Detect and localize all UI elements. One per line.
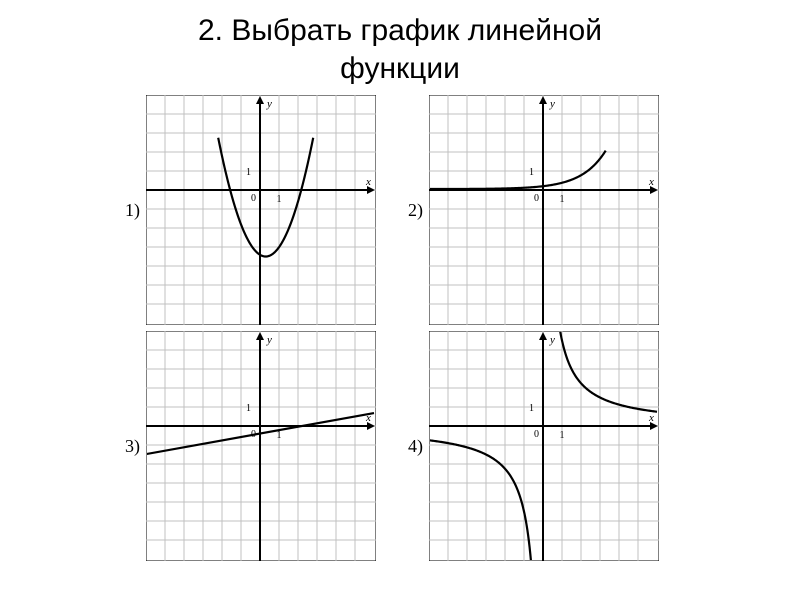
svg-text:0: 0 [534, 429, 539, 440]
title-line-1: 2. Выбрать график линейной [198, 14, 602, 47]
svg-text:y: y [549, 98, 555, 110]
panel-2-svg: 1 0 1 y x [429, 95, 659, 325]
panel-1-label: 1) [120, 200, 140, 221]
svg-text:y: y [549, 334, 555, 346]
question-title: 2. Выбрать график линейной функции [0, 12, 800, 87]
panel-1-cell: 1) 1 0 1 y x [120, 95, 397, 325]
svg-text:1: 1 [277, 194, 282, 205]
panel-4-label: 4) [403, 436, 423, 457]
title-line-2: функции [340, 52, 460, 85]
panel-3-label: 3) [120, 436, 140, 457]
svg-text:1: 1 [560, 430, 565, 441]
svg-text:1: 1 [529, 403, 534, 414]
panel-3-cell: 3) 101yx [120, 331, 397, 561]
svg-text:1: 1 [529, 167, 534, 178]
svg-text:y: y [266, 334, 272, 346]
svg-text:x: x [365, 176, 371, 188]
chart-grid: 1) 1 0 1 y x 2) 1 0 1 y x 3) 1 0 1 y x 4) 1 0 1 y x [120, 95, 680, 561]
panel-2-cell: 2) 1 0 1 y x [403, 95, 680, 325]
svg-text:1: 1 [246, 403, 251, 414]
svg-text:x: x [648, 176, 654, 188]
panel-1-svg: 1 0 1 y x [146, 95, 376, 325]
panel-3-svg: 101yx [146, 331, 376, 561]
svg-text:0: 0 [534, 193, 539, 204]
svg-text:x: x [648, 412, 654, 424]
panel-2-label: 2) [403, 200, 423, 221]
panel-4-cell: 4) 1 0 1 y x [403, 331, 680, 561]
svg-text:0: 0 [251, 193, 256, 204]
panel-4-svg: 1 0 1 y x [429, 331, 659, 561]
svg-text:1: 1 [246, 167, 251, 178]
svg-text:y: y [266, 98, 272, 110]
svg-text:1: 1 [560, 194, 565, 205]
svg-text:1: 1 [277, 430, 282, 441]
